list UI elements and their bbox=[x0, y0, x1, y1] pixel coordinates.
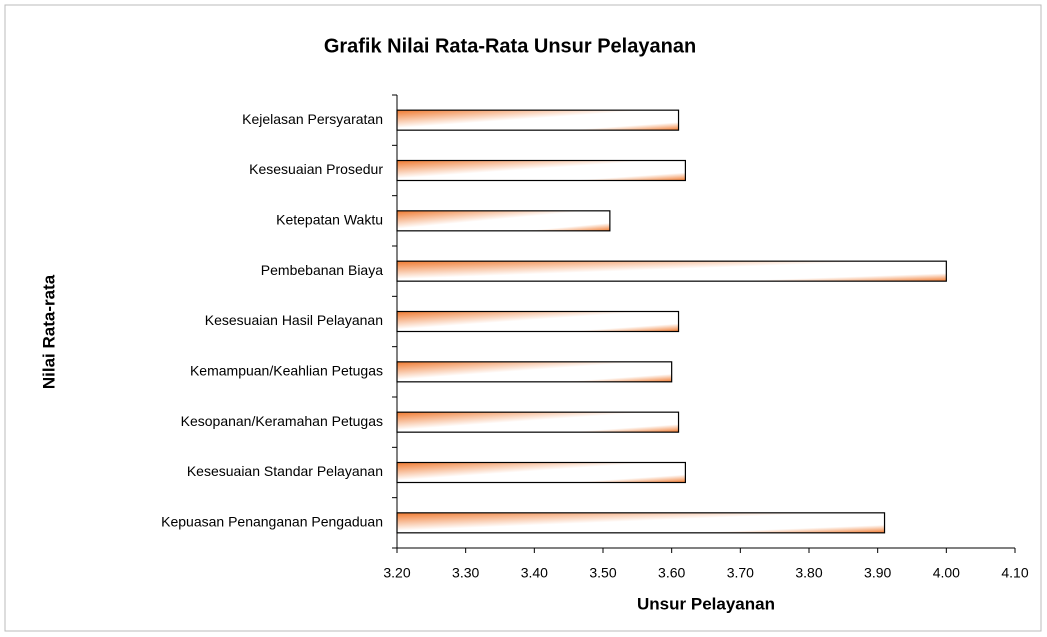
y-tick-label: Kepuasan Penanganan Pengaduan bbox=[161, 514, 383, 530]
y-tick-label: Kesesuaian Prosedur bbox=[249, 161, 383, 177]
bar bbox=[396, 411, 680, 433]
x-tick-label: 3.70 bbox=[727, 565, 754, 581]
y-tick-label: Kemampuan/Keahlian Petugas bbox=[190, 363, 383, 379]
x-tick-label: 3.90 bbox=[864, 565, 891, 581]
x-tick-label: 4.00 bbox=[933, 565, 960, 581]
y-tick-label: Kejelasan Persyaratan bbox=[242, 111, 383, 127]
bar bbox=[396, 512, 886, 534]
y-tick-label: Pembebanan Biaya bbox=[261, 262, 383, 278]
x-tick-label: 3.30 bbox=[452, 565, 479, 581]
chart-title: Grafik Nilai Rata-Rata Unsur Pelayanan bbox=[324, 35, 696, 57]
y-tick-label: Kesopanan/Keramahan Petugas bbox=[181, 413, 383, 429]
bar bbox=[396, 159, 686, 182]
x-tick-label: 3.40 bbox=[521, 565, 548, 581]
x-tick-label: 4.10 bbox=[1001, 565, 1028, 581]
x-axis-label: Unsur Pelayanan bbox=[637, 594, 775, 613]
y-axis-label: Nilai Rata-rata bbox=[39, 274, 58, 389]
y-tick-label: Kesesuaian Standar Pelayanan bbox=[187, 463, 383, 479]
x-tick-label: 3.60 bbox=[658, 565, 685, 581]
bar bbox=[396, 260, 947, 282]
x-tick-label: 3.20 bbox=[383, 565, 410, 581]
y-tick-label: Kesesuaian Hasil Pelayanan bbox=[205, 312, 383, 328]
x-tick-label: 3.50 bbox=[589, 565, 616, 581]
x-tick-label: 3.80 bbox=[795, 565, 822, 581]
y-tick-label: Ketepatan Waktu bbox=[276, 212, 383, 228]
bar bbox=[396, 461, 686, 484]
bar bbox=[396, 109, 680, 131]
bar bbox=[396, 310, 680, 333]
bar bbox=[396, 210, 611, 232]
bar bbox=[396, 361, 673, 383]
